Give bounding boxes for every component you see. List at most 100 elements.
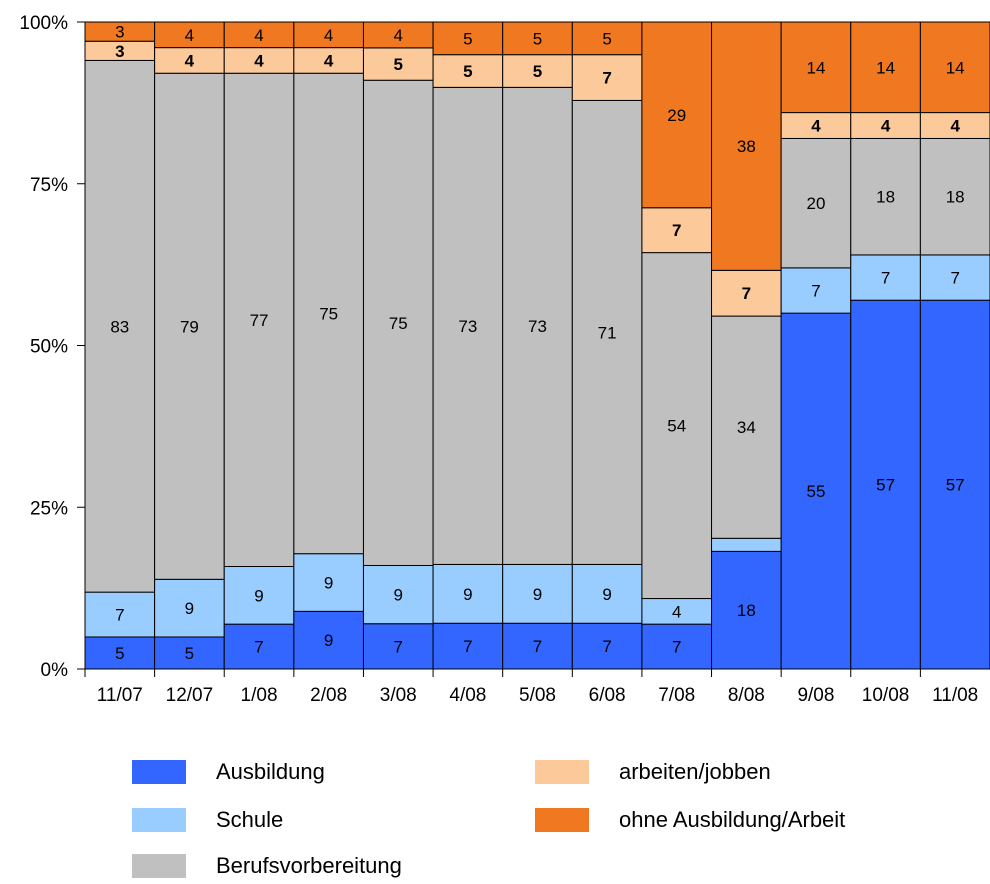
y-tick-label: 0% — [41, 660, 69, 681]
bar-segment — [293, 21, 364, 49]
data-label: 7 — [811, 282, 820, 301]
legend-item-arbeiten-jobben: arbeiten/jobben — [535, 757, 771, 787]
data-label: 18 — [876, 188, 895, 207]
data-label: 9 — [324, 574, 333, 593]
bar-segment — [850, 137, 921, 256]
data-label: 75 — [319, 304, 338, 323]
data-label: 7 — [533, 637, 542, 656]
data-label: 4 — [185, 51, 195, 70]
x-tick-label: 12/07 — [166, 685, 214, 706]
data-label: 73 — [458, 317, 477, 336]
legend-label-arbeiten-jobben: arbeiten/jobben — [619, 759, 771, 784]
data-label: 4 — [254, 51, 264, 70]
data-label: 4 — [324, 51, 334, 70]
data-label: 79 — [180, 317, 199, 336]
legend-swatch-schule — [132, 808, 186, 832]
data-label: 5 — [394, 55, 403, 74]
data-label: 14 — [806, 58, 825, 77]
bar-segment — [154, 72, 225, 580]
data-label: 14 — [876, 58, 895, 77]
x-tick-label: 2/08 — [310, 685, 347, 706]
data-label: 4 — [254, 26, 263, 45]
data-label: 9 — [254, 586, 263, 605]
bar-segment — [432, 86, 504, 565]
legend-swatch-ausbildung — [132, 760, 186, 784]
bar-segment — [223, 566, 295, 625]
data-label: 14 — [946, 58, 965, 77]
data-label: 18 — [737, 601, 756, 620]
data-label: 5 — [463, 29, 472, 48]
x-tick-label: 6/08 — [589, 685, 626, 706]
bar-segment — [502, 563, 573, 624]
bar-segment — [223, 21, 295, 49]
legend-item-berufsvorbereitung: Berufsvorbereitung — [132, 851, 402, 881]
legend-swatch-arbeiten-jobben — [535, 760, 589, 784]
bar-segment — [850, 21, 921, 114]
x-tick-label: 4/08 — [449, 685, 486, 706]
bar-segment — [502, 86, 573, 565]
legend-item-ausbildung: Ausbildung — [132, 757, 325, 787]
axes-layer: 11/07 12/07 1/08 2/08 3/08 4/08 5/08 6/08 7/08 8/… — [19, 13, 990, 706]
bar-segment — [432, 21, 504, 56]
bar-segment — [919, 299, 990, 670]
data-label: 83 — [110, 317, 129, 336]
data-label: 4 — [185, 26, 194, 45]
bar-segment — [850, 299, 921, 670]
data-label: 77 — [250, 311, 269, 330]
data-label: 7 — [950, 269, 959, 288]
x-tick-label: 8/08 — [728, 685, 765, 706]
legend-item-schule: Schule — [132, 805, 283, 835]
bars-layer: 5783335979447977449975447975547973557973… — [84, 21, 990, 670]
data-label: 34 — [737, 418, 756, 437]
x-tick-label: 9/08 — [797, 685, 834, 706]
y-tick-label: 25% — [30, 498, 68, 519]
data-label: 5 — [533, 62, 542, 81]
x-tick-label: 1/08 — [241, 685, 278, 706]
x-tick-label: 11/08 — [932, 685, 978, 706]
data-label: 7 — [115, 606, 124, 625]
data-label: 3 — [115, 42, 124, 61]
data-label: 18 — [946, 188, 965, 207]
bar-segment — [362, 79, 434, 566]
bar-segment — [711, 315, 782, 539]
bar-segment — [641, 598, 713, 625]
x-tick-label: 10/08 — [862, 685, 910, 706]
bar-segment — [502, 21, 573, 56]
bar-segment — [223, 72, 295, 568]
x-tick-label: 7/08 — [658, 685, 695, 706]
data-label: 57 — [946, 476, 965, 495]
bar-segment — [780, 137, 852, 269]
data-label: 7 — [881, 269, 890, 288]
bar-segment — [780, 21, 852, 114]
bar-segment — [154, 47, 225, 74]
bar-segment — [641, 252, 713, 600]
y-tick-label: 75% — [30, 175, 68, 196]
bar-segment — [154, 21, 225, 49]
y-tick-label: 100% — [19, 13, 68, 34]
legend-label-schule: Schule — [216, 807, 284, 832]
data-label: 7 — [602, 637, 611, 656]
data-label: 20 — [806, 194, 825, 213]
data-label: 5 — [602, 29, 611, 48]
data-label: 5 — [185, 644, 194, 663]
bar-segment — [641, 21, 713, 209]
data-label: 4 — [811, 117, 821, 136]
bar-segment — [919, 21, 990, 114]
data-label: 7 — [742, 284, 751, 303]
bar-segment — [571, 54, 643, 101]
data-label: 7 — [394, 637, 403, 656]
data-label: 54 — [667, 417, 686, 436]
data-label: 73 — [528, 317, 547, 336]
x-tick-label: 3/08 — [380, 685, 417, 706]
data-label: 5 — [115, 644, 124, 663]
data-label: 3 — [115, 23, 124, 42]
data-label: 29 — [667, 106, 686, 125]
data-label: 5 — [533, 29, 542, 48]
bar-segment — [780, 267, 852, 314]
x-tick-label: 5/08 — [519, 685, 556, 706]
data-label: 7 — [463, 637, 472, 656]
y-tick-label: 50% — [30, 337, 68, 358]
legend-label-berufsvorbereitung: Berufsvorbereitung — [216, 853, 402, 878]
data-label: 7 — [672, 638, 681, 657]
data-label: 57 — [876, 476, 895, 495]
